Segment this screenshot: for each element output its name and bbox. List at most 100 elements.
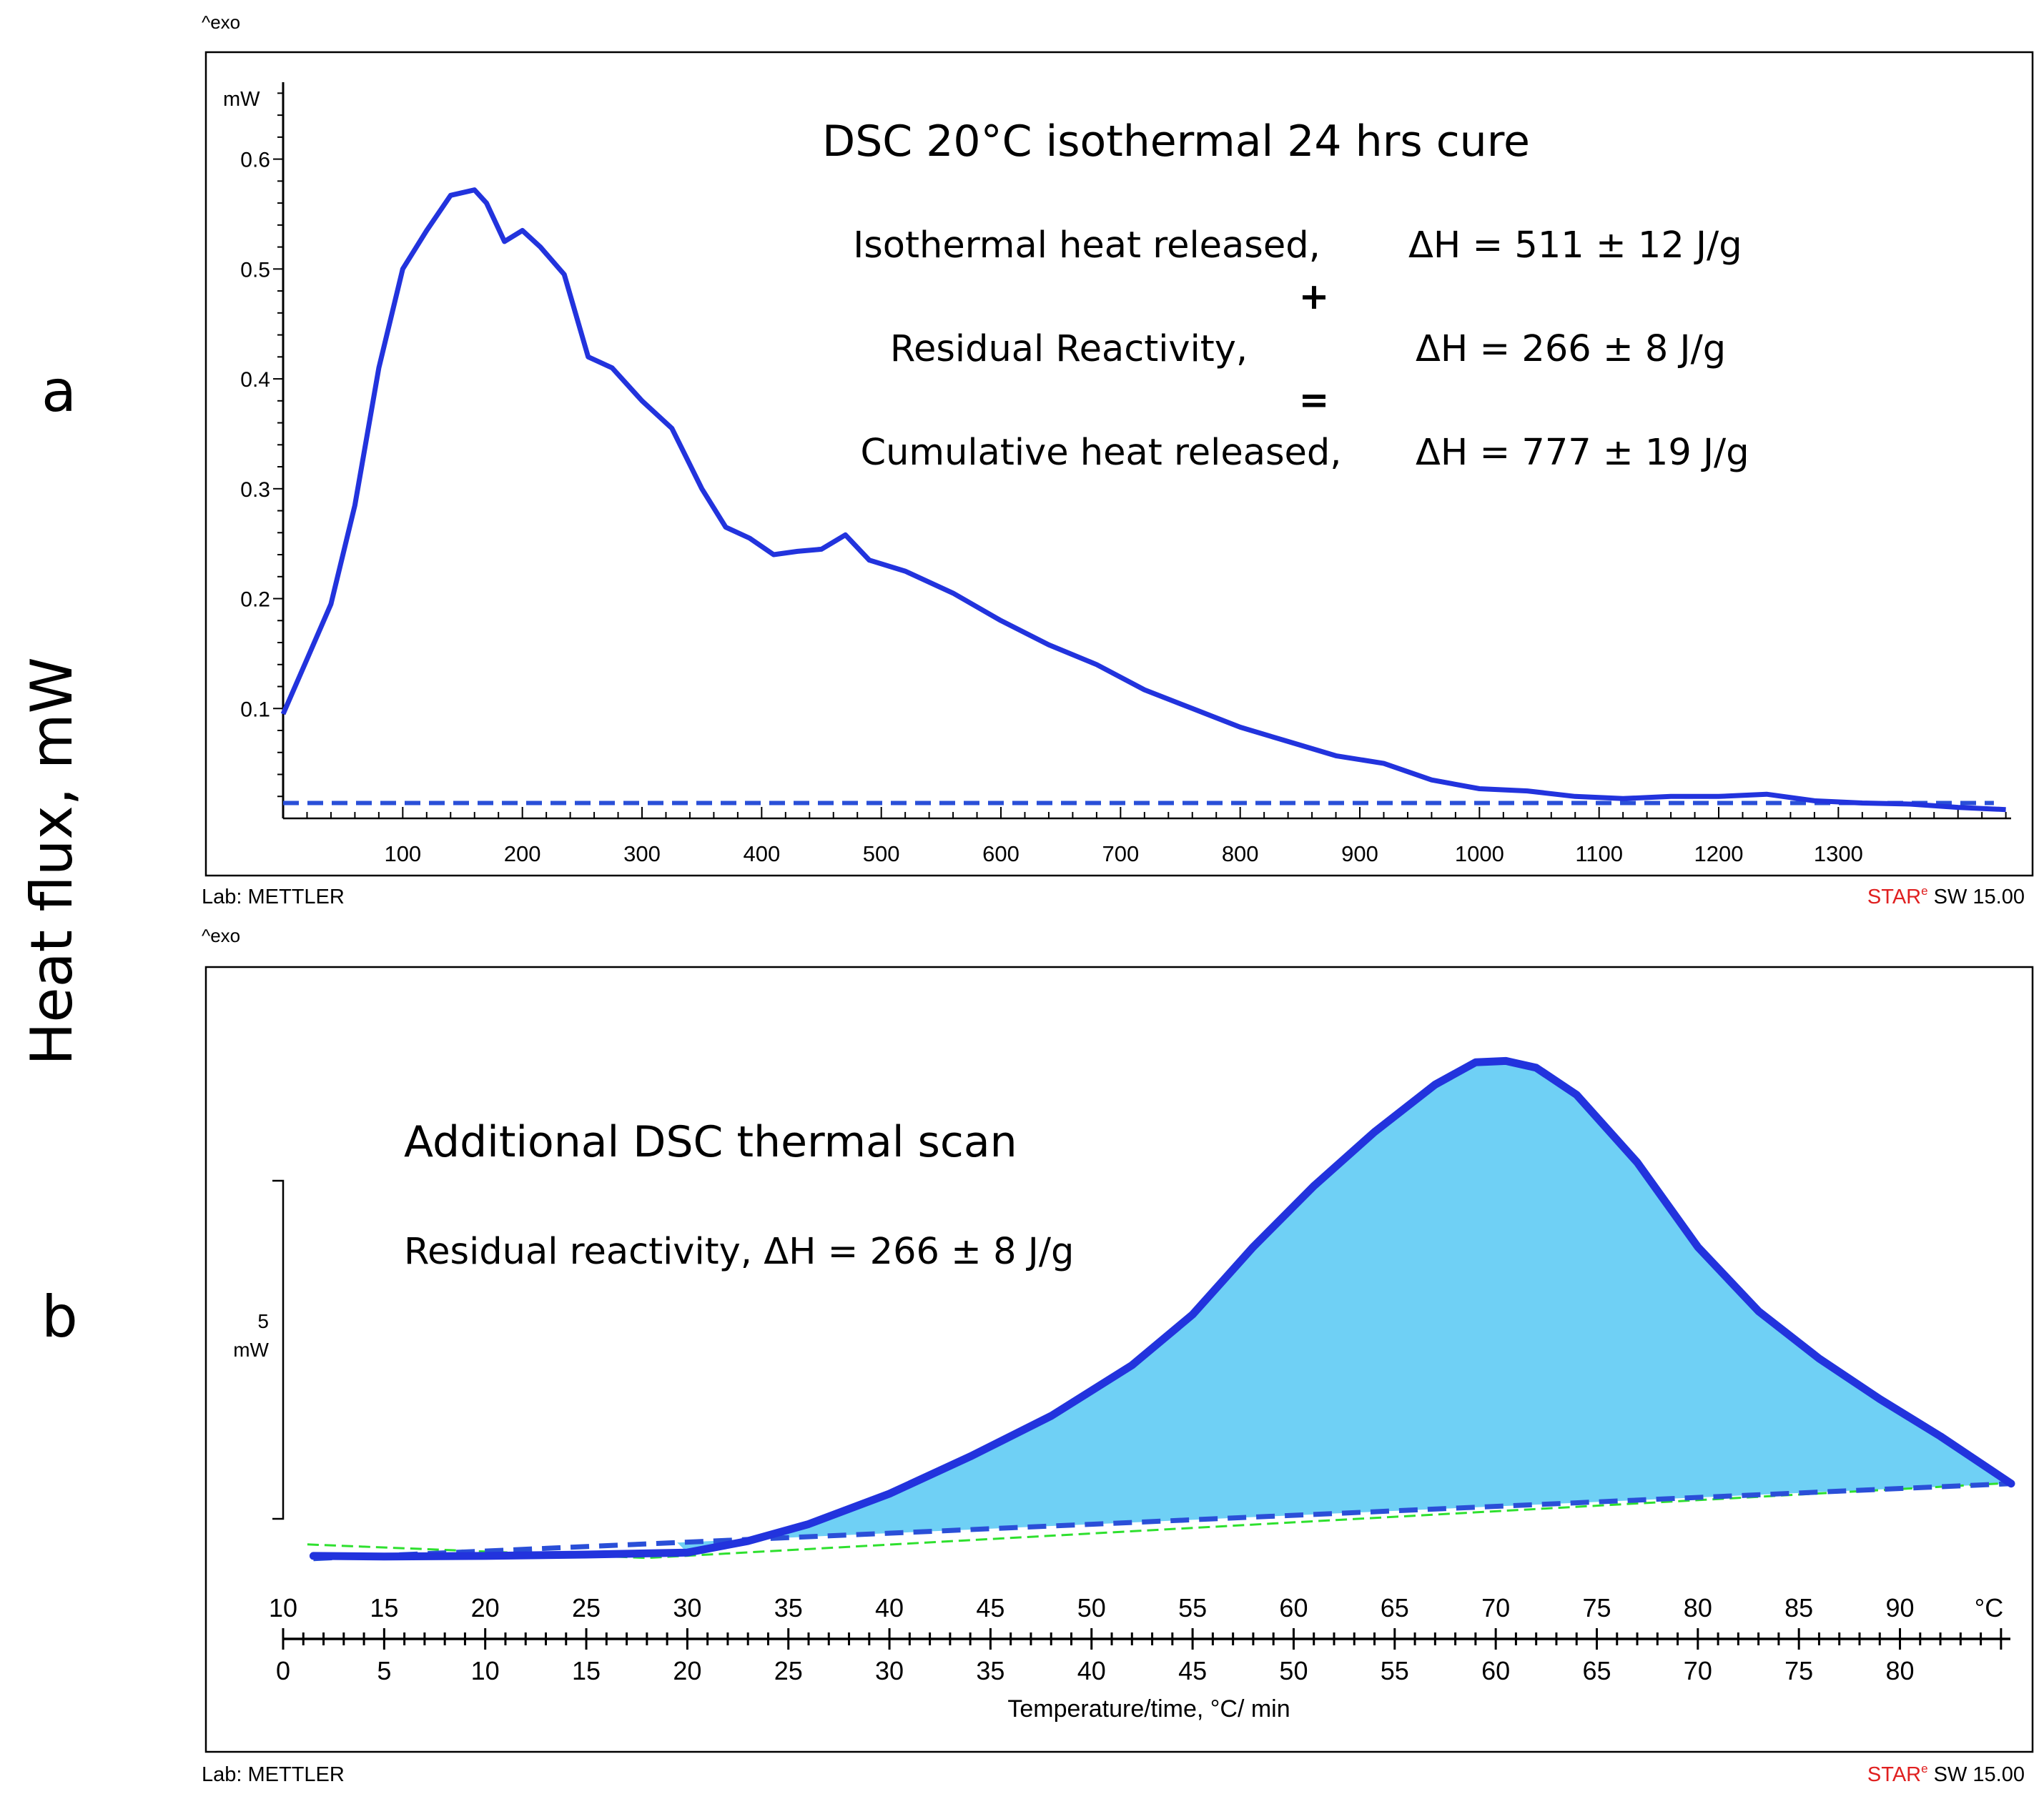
temp-tick-label: 85 [1784, 1593, 1813, 1622]
time-tick-label: 30 [875, 1656, 904, 1685]
x-tick-label: 400 [743, 841, 780, 866]
panel-a-heading: DSC 20°C isothermal 24 hrs cure [822, 117, 1530, 167]
panel-b-integration-guide [307, 1482, 2012, 1560]
panel-label-b: b [41, 1284, 78, 1350]
panel-a-x-tick-labels: 100 200 300 400 500 600 700 800 900 1000 1100 1200 1… [384, 841, 1862, 866]
panel-a-star-word: STAR [1867, 886, 1921, 908]
panel-a-label-residual: Residual Reactivity, [890, 328, 1248, 370]
panel-a-star-version: SW 15.00 [1928, 886, 2025, 908]
panel-b-scale-value: 5 [257, 1310, 269, 1332]
time-tick-label: 35 [976, 1656, 1004, 1685]
panel-a-plus-sign: + [1299, 276, 1330, 318]
time-tick-label: 0 [276, 1656, 290, 1685]
panel-b-frame [204, 966, 2034, 1753]
panel-b-ticks [282, 1628, 2003, 1650]
y-tick-label: 0.4 [240, 368, 270, 392]
x-tick-label: 600 [982, 841, 1019, 866]
panel-a-equals-sign: = [1299, 380, 1330, 422]
panel-b-integrated-area [677, 1061, 2012, 1553]
y-tick-label: 0.6 [240, 149, 270, 172]
time-tick-label: 20 [673, 1656, 701, 1685]
panel-label-a: a [41, 358, 76, 425]
x-tick-label: 1100 [1575, 841, 1623, 866]
x-tick-label: 1200 [1694, 841, 1744, 866]
panel-b-heat-flow-curve [309, 1056, 2015, 1561]
time-tick-label: 25 [774, 1656, 803, 1685]
panel-a-label-isothermal: Isothermal heat released, [853, 224, 1320, 267]
panel-b-star-sup: e [1921, 1762, 1927, 1775]
temp-tick-label: 10 [269, 1593, 297, 1622]
panel-b-star-word: STAR [1867, 1763, 1921, 1786]
x-tick-label: 200 [504, 841, 541, 866]
time-tick-label: 15 [572, 1656, 601, 1685]
panel-a-value-isothermal: ΔH = 511 ± 12 J/g [1408, 224, 1742, 267]
panel-a-value-cumulative: ΔH = 777 ± 19 J/g [1416, 432, 1749, 474]
y-tick-label: 0.2 [240, 588, 270, 612]
time-tick-label: 60 [1481, 1656, 1510, 1685]
temp-tick-label: 90 [1885, 1593, 1914, 1622]
temp-tick-label: 50 [1077, 1593, 1106, 1622]
temp-tick-label: 30 [673, 1593, 701, 1622]
panel-a-ticks [273, 92, 2007, 818]
panel-a-frame [204, 51, 2034, 877]
panel-a-footer-lab: Lab: METTLER [202, 886, 345, 908]
x-tick-label: 500 [863, 841, 900, 866]
temp-tick-label: 65 [1381, 1593, 1409, 1622]
panel-a-star-sup: e [1921, 884, 1927, 898]
panel-b: ^exo 5 mW Additional DSC thermal scan Re… [202, 925, 2034, 1786]
panel-b-subheading: Residual reactivity, ΔH = 266 ± 8 J/g [404, 1231, 1074, 1273]
panel-b-footer-lab: Lab: METTLER [202, 1763, 345, 1786]
panel-b-temp-unit: °C [1975, 1593, 2003, 1622]
panel-a-footer-software: STARe SW 15.00 [1867, 884, 2025, 908]
time-tick-label: 55 [1381, 1656, 1409, 1685]
time-tick-label: 65 [1582, 1656, 1611, 1685]
panel-b-time-tick-labels: 0 5 10 15 20 25 30 35 40 45 50 55 60 65 70 75 80 [276, 1656, 1915, 1685]
time-tick-label: 5 [377, 1656, 391, 1685]
x-tick-label: 1300 [1814, 841, 1863, 866]
panel-a: ^exo mW 0.1 0.2 0.3 0.4 0.5 0.6 100 200 300 400 5… [202, 11, 2034, 908]
panel-b-scale-bar [272, 1179, 285, 1520]
x-tick-label: 900 [1341, 841, 1378, 866]
time-tick-label: 70 [1684, 1656, 1712, 1685]
x-tick-label: 300 [623, 841, 661, 866]
temp-tick-label: 80 [1684, 1593, 1712, 1622]
temp-tick-label: 15 [370, 1593, 398, 1622]
time-tick-label: 80 [1885, 1656, 1914, 1685]
panel-a-unit: mW [223, 88, 260, 111]
panel-b-x-axis-title: Temperature/time, °C/ min [1007, 1695, 1290, 1723]
temp-tick-label: 45 [976, 1593, 1004, 1622]
panel-b-exo-mark: ^exo [202, 925, 240, 946]
x-tick-label: 100 [384, 841, 421, 866]
time-tick-label: 10 [471, 1656, 500, 1685]
y-tick-label: 0.5 [240, 258, 270, 282]
x-tick-label: 1000 [1455, 841, 1504, 866]
panel-a-heat-flow-curve [280, 187, 2006, 813]
panel-b-scale-unit: mW [233, 1339, 269, 1361]
panel-a-value-residual: ΔH = 266 ± 8 J/g [1416, 328, 1726, 370]
temp-tick-label: 60 [1279, 1593, 1308, 1622]
y-tick-label: 0.1 [240, 698, 270, 721]
temp-tick-label: 35 [774, 1593, 803, 1622]
x-tick-label: 800 [1222, 841, 1259, 866]
panel-b-heading: Additional DSC thermal scan [404, 1117, 1017, 1167]
y-tick-label: 0.3 [240, 478, 270, 502]
x-tick-label: 700 [1102, 841, 1139, 866]
time-tick-label: 40 [1077, 1656, 1106, 1685]
temp-tick-label: 55 [1178, 1593, 1207, 1622]
panel-b-baseline-dashed [313, 1481, 2012, 1562]
panel-b-temperature-tick-labels: 10 15 20 25 30 35 40 45 50 55 60 65 70 75 80 85 90 [269, 1593, 1915, 1622]
time-tick-label: 75 [1784, 1656, 1813, 1685]
temp-tick-label: 25 [572, 1593, 601, 1622]
time-tick-label: 50 [1279, 1656, 1308, 1685]
panel-a-y-tick-labels: 0.1 0.2 0.3 0.4 0.5 0.6 [240, 149, 270, 722]
time-tick-label: 45 [1178, 1656, 1207, 1685]
panel-a-label-cumulative: Cumulative heat released, [860, 432, 1341, 474]
temp-tick-label: 40 [875, 1593, 904, 1622]
y-axis-title: Heat flux, mW [19, 657, 85, 1066]
panel-b-star-version: SW 15.00 [1928, 1763, 2025, 1786]
temp-tick-label: 70 [1481, 1593, 1510, 1622]
temp-tick-label: 75 [1582, 1593, 1611, 1622]
panel-b-footer-software: STARe SW 15.00 [1867, 1762, 2025, 1786]
panel-a-exo-mark: ^exo [202, 11, 240, 33]
